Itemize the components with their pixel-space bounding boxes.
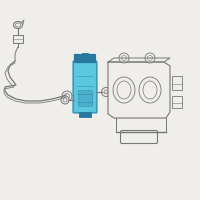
Bar [172, 96, 182, 108]
Circle shape [145, 53, 155, 63]
Circle shape [62, 91, 72, 101]
Bar [82, 53, 88, 56]
Circle shape [61, 96, 69, 104]
Circle shape [102, 88, 110, 97]
Bar [79, 112, 91, 117]
Polygon shape [108, 62, 170, 118]
FancyBboxPatch shape [73, 61, 97, 113]
Bar [172, 76, 182, 90]
Circle shape [119, 53, 129, 63]
FancyBboxPatch shape [74, 54, 96, 62]
Bar [78, 90, 92, 106]
Bar [13, 35, 23, 43]
